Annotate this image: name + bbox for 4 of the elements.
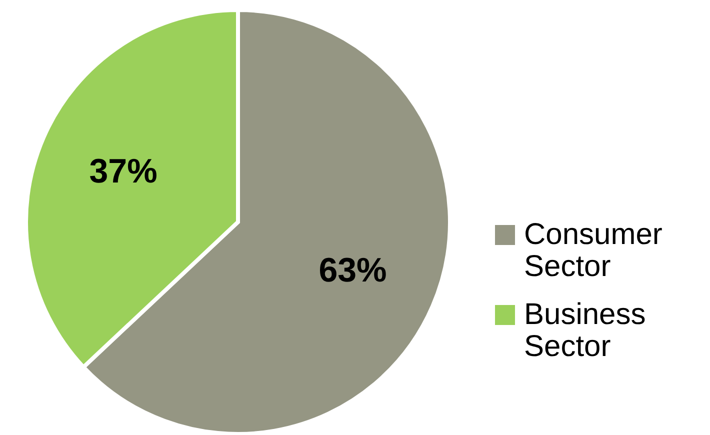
legend-label: Consumer Sector xyxy=(524,218,662,283)
legend-label: Business Sector xyxy=(524,298,646,363)
data-label: 63% xyxy=(318,252,387,290)
data-label: 37% xyxy=(89,152,158,190)
